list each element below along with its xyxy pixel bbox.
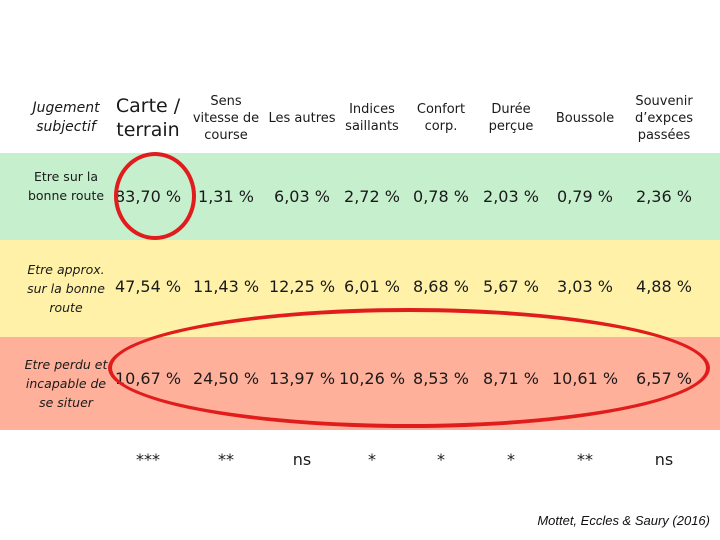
table-cell: 11,43 %	[192, 277, 260, 296]
header-jugement: Jugement subjectif	[32, 100, 100, 135]
row-label-lost: Etre perdu et incapable de se situer	[24, 357, 108, 410]
table-cell: 2,03 %	[483, 187, 539, 206]
table-cell: 3,03 %	[557, 277, 613, 296]
table-cell: 0,79 %	[557, 187, 613, 206]
table-cell: 1,31 %	[198, 187, 254, 206]
significance-marker: **	[218, 449, 234, 469]
table-cell: 5,67 %	[483, 277, 539, 296]
header-duree: Durée perçue	[488, 102, 534, 134]
header-sens: Sens vitesse de course	[192, 93, 260, 143]
table-cell: 47,54 %	[114, 277, 182, 296]
header-carte: Carte / terrain	[115, 95, 181, 141]
significance-marker: *	[368, 449, 376, 469]
header-confort: Confort corp.	[416, 102, 466, 134]
header-indices: Indices saillants	[345, 102, 399, 134]
highlight-oval-lost-row	[108, 308, 710, 428]
table-cell: 0,78 %	[413, 187, 469, 206]
significance-marker: *	[507, 449, 515, 469]
table-cell: 8,68 %	[413, 277, 469, 296]
highlight-oval-carte-on-route	[114, 152, 196, 240]
significance-marker: **	[577, 449, 593, 469]
significance-marker: *	[437, 449, 445, 469]
significance-marker: ns	[292, 449, 312, 469]
table-cell: 2,72 %	[344, 187, 400, 206]
table-cell: 12,25 %	[268, 277, 336, 296]
significance-marker: ***	[136, 449, 160, 469]
row-label-on-route: Etre sur la bonne route	[27, 169, 105, 203]
citation: Mottet, Eccles & Saury (2016)	[537, 513, 710, 528]
significance-marker: ns	[654, 449, 674, 469]
table-cell: 6,01 %	[344, 277, 400, 296]
header-boussole: Boussole	[555, 110, 615, 126]
table-cell: 6,03 %	[274, 187, 330, 206]
row-label-approx-route: Etre approx. sur la bonne route	[27, 262, 105, 315]
table-cell: 4,88 %	[636, 277, 692, 296]
header-autres: Les autres	[268, 110, 336, 126]
table-cell: 2,36 %	[636, 187, 692, 206]
header-souvenir: Souvenir d’expces passées	[634, 93, 694, 143]
